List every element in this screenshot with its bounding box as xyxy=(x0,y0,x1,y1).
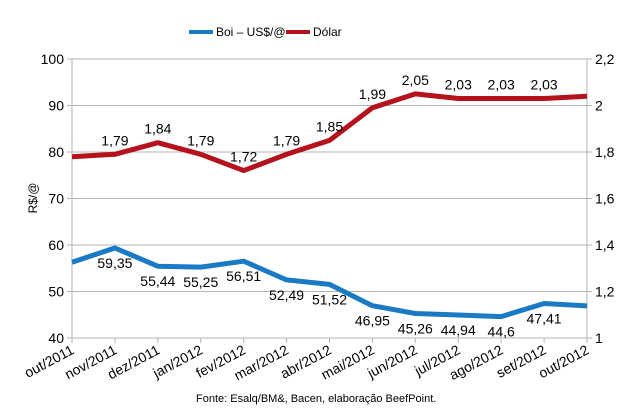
data-label: 59,35 xyxy=(97,255,132,271)
data-label: 55,25 xyxy=(183,274,218,290)
data-label: 52,49 xyxy=(269,287,304,303)
data-label: 51,52 xyxy=(312,291,347,307)
y-axis-label: R$/@ xyxy=(26,183,40,214)
legend-label-boi: Boi – US$/@ xyxy=(216,25,286,39)
data-label: 1,72 xyxy=(230,149,257,165)
data-label: 1,79 xyxy=(101,132,128,148)
data-label: 1,99 xyxy=(359,86,386,102)
data-label: 1,79 xyxy=(187,132,214,148)
y-tick-label: 100 xyxy=(41,51,65,67)
y-tick-label: 90 xyxy=(48,98,64,114)
data-label: 2,03 xyxy=(530,77,557,93)
y2-tick-label: 2 xyxy=(595,98,603,114)
y-tick-label: 40 xyxy=(48,330,64,346)
gridlines xyxy=(67,58,592,339)
data-label: 2,03 xyxy=(445,77,472,93)
data-label: 45,26 xyxy=(398,321,433,337)
y-tick-label: 70 xyxy=(48,191,64,207)
right-axis-ticks: 1 1,2 1,4 1,6 1,8 2 2,2 xyxy=(595,51,615,346)
y-tick-label: 80 xyxy=(48,144,64,160)
data-label: 55,44 xyxy=(140,273,175,289)
y2-tick-label: 1 xyxy=(595,330,603,346)
source-note: Fonte: Esalq/BM&, Bacen, elaboração Beef… xyxy=(196,393,436,405)
left-axis-ticks: 40 50 60 70 80 90 100 xyxy=(41,51,65,346)
y2-tick-label: 1,2 xyxy=(595,284,615,300)
legend-label-dolar: Dólar xyxy=(313,25,342,39)
y2-tick-label: 1,4 xyxy=(595,237,615,253)
series-lines xyxy=(71,91,588,320)
data-labels: 59,35 55,44 55,25 56,51 52,49 51,52 46,95 45,26… xyxy=(97,72,561,340)
y2-tick-label: 1,6 xyxy=(595,191,615,207)
data-label: 1,84 xyxy=(144,121,171,137)
legend: Boi – US$/@ Dólar xyxy=(189,25,342,39)
data-label: 44,94 xyxy=(441,322,476,338)
data-label: 2,05 xyxy=(402,72,429,88)
data-label: 44,6 xyxy=(488,324,515,340)
data-label: 1,85 xyxy=(316,118,343,134)
data-label: 47,41 xyxy=(527,311,562,327)
x-axis-ticks: out/2011nov/2011dez/2011jan/2012fev/2012… xyxy=(22,338,592,383)
data-label: 2,03 xyxy=(488,77,515,93)
data-label: 1,79 xyxy=(273,132,300,148)
data-label: 46,95 xyxy=(355,313,390,329)
y2-tick-label: 1,8 xyxy=(595,144,615,160)
y-tick-label: 60 xyxy=(48,237,64,253)
y-tick-label: 50 xyxy=(48,284,64,300)
x-tick-label: out/2012 xyxy=(536,341,592,381)
data-label: 56,51 xyxy=(226,268,261,284)
y2-tick-label: 2,2 xyxy=(595,51,615,67)
